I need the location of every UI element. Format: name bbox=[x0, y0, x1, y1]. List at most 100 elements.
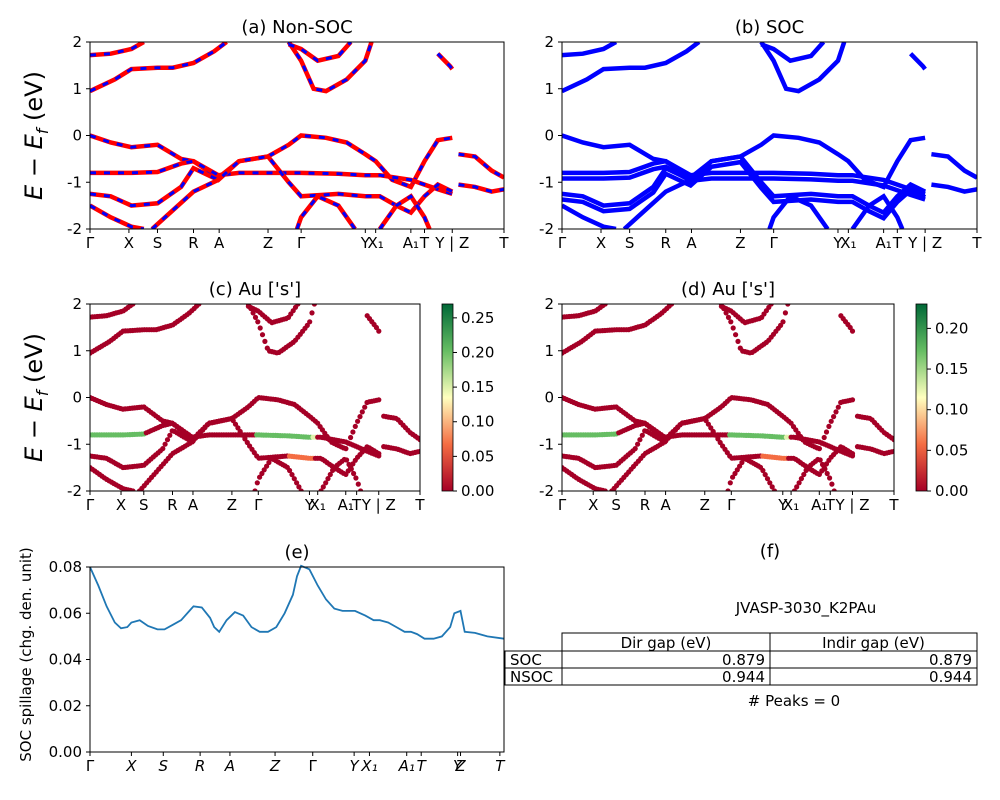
band-point bbox=[828, 418, 834, 424]
xtick-label-b: Y | Z bbox=[907, 234, 942, 252]
band-line-soc-overlay bbox=[458, 152, 504, 179]
band-point bbox=[727, 480, 733, 486]
band-point bbox=[833, 409, 839, 415]
band-point bbox=[289, 472, 295, 478]
band-point bbox=[760, 467, 766, 474]
band-point bbox=[291, 476, 297, 482]
ytick-label-c: 0 bbox=[72, 389, 82, 407]
xtick-label-e: A bbox=[224, 757, 235, 775]
band-point bbox=[351, 470, 357, 477]
band-line-soc bbox=[850, 193, 905, 229]
colorbar-c bbox=[441, 303, 454, 492]
band-point bbox=[725, 488, 731, 491]
band-point bbox=[771, 488, 778, 491]
panel-d-points bbox=[562, 304, 894, 491]
ytick-label-e: 0.04 bbox=[49, 651, 82, 669]
band-point bbox=[352, 423, 358, 429]
colorbar-tick-label: 0.15 bbox=[935, 360, 968, 378]
band-point bbox=[232, 421, 239, 427]
band-point bbox=[785, 304, 791, 307]
xtick-label-e: Γ bbox=[86, 757, 95, 775]
band-point bbox=[891, 448, 894, 454]
band-point bbox=[362, 404, 368, 410]
xtick-label-d: Y bbox=[777, 496, 788, 514]
band-point bbox=[160, 446, 166, 452]
xtick-label-a: T bbox=[498, 234, 509, 252]
band-point bbox=[737, 463, 743, 469]
band-point bbox=[819, 461, 826, 468]
xtick-label-d: Γ bbox=[727, 496, 736, 514]
band-point bbox=[602, 304, 608, 307]
band-line-soc-overlay bbox=[287, 42, 373, 93]
band-point bbox=[309, 310, 315, 316]
ytick-label-b: -2 bbox=[539, 220, 554, 238]
ytick-label-c: -2 bbox=[67, 482, 82, 500]
band-point bbox=[712, 432, 719, 438]
band-point bbox=[821, 434, 827, 441]
band-line-soc-overlay bbox=[90, 159, 453, 196]
panel-title-b: (b) SOC bbox=[735, 17, 804, 38]
band-point bbox=[266, 459, 272, 466]
panel-b-bands bbox=[562, 42, 977, 229]
xtick-label-b: T bbox=[892, 234, 903, 252]
colorbar-tick-label: 0.20 bbox=[461, 343, 494, 361]
xtick-label-c: T bbox=[351, 496, 362, 514]
table-row-label: SOC bbox=[510, 651, 542, 669]
band-line-soc-overlay bbox=[378, 194, 431, 229]
table-value: 0.944 bbox=[722, 668, 765, 686]
xtick-label-c: Y bbox=[304, 496, 315, 514]
band-point bbox=[355, 481, 361, 487]
band-line-soc bbox=[622, 177, 692, 229]
band-point bbox=[768, 304, 774, 307]
colorbar-tick-label: 0.00 bbox=[935, 482, 968, 500]
band-point bbox=[262, 338, 268, 344]
band-point bbox=[849, 397, 856, 403]
xtick-label-b: A₁ bbox=[875, 234, 891, 252]
band-point bbox=[849, 328, 856, 334]
xtick-label-d: A₁ bbox=[811, 496, 827, 514]
xtick-label-c: S bbox=[139, 496, 149, 514]
band-point bbox=[816, 446, 823, 452]
band-line-soc-split bbox=[562, 164, 926, 202]
xtick-label-c: A₁ bbox=[338, 496, 354, 514]
band-point bbox=[325, 476, 331, 482]
ytick-label-b: -1 bbox=[539, 173, 554, 191]
xtick-label-e: X₁ bbox=[360, 757, 377, 775]
colorbar-tick-label: 0.10 bbox=[461, 413, 494, 431]
band-point bbox=[167, 432, 173, 438]
band-line-nonsoc bbox=[90, 42, 145, 58]
band-point bbox=[824, 470, 830, 477]
xtick-label-d: A bbox=[660, 496, 671, 514]
xtick-label-b: Y bbox=[832, 234, 843, 252]
xtick-label-e: Z bbox=[454, 757, 466, 775]
band-point bbox=[376, 397, 382, 403]
ytick-label-b: 1 bbox=[544, 80, 554, 98]
table-value: 0.879 bbox=[929, 651, 972, 669]
band-point bbox=[296, 484, 302, 490]
ytick-label-d: -2 bbox=[539, 482, 554, 500]
band-point bbox=[801, 471, 807, 478]
band-point bbox=[782, 310, 789, 316]
ytick-label-c: -1 bbox=[67, 435, 82, 453]
xtick-label-c: Γ bbox=[254, 496, 263, 514]
ytick-label-a: 0 bbox=[72, 127, 82, 145]
band-point bbox=[827, 475, 833, 481]
band-line-soc bbox=[931, 182, 977, 194]
xtick-label-c: X bbox=[116, 496, 126, 514]
band-point bbox=[252, 488, 258, 491]
table-subtitle: JVASP-3030_K2PAu bbox=[735, 599, 877, 618]
table-header: Dir gap (eV) bbox=[621, 634, 712, 652]
band-point bbox=[735, 338, 741, 344]
band-line-soc-overlay bbox=[90, 42, 228, 93]
band-line-nonsoc bbox=[458, 182, 504, 194]
band-point bbox=[417, 437, 420, 443]
band-line-soc bbox=[562, 42, 618, 58]
band-point bbox=[323, 480, 329, 486]
table-cell bbox=[769, 667, 978, 686]
band-line-soc-overlay bbox=[288, 42, 352, 63]
xtick-label-e: S bbox=[159, 757, 169, 775]
xtick-label-e: Γ bbox=[309, 757, 318, 775]
xtick-label-b: R bbox=[661, 234, 671, 252]
panel-title-e: (e) bbox=[284, 542, 309, 563]
